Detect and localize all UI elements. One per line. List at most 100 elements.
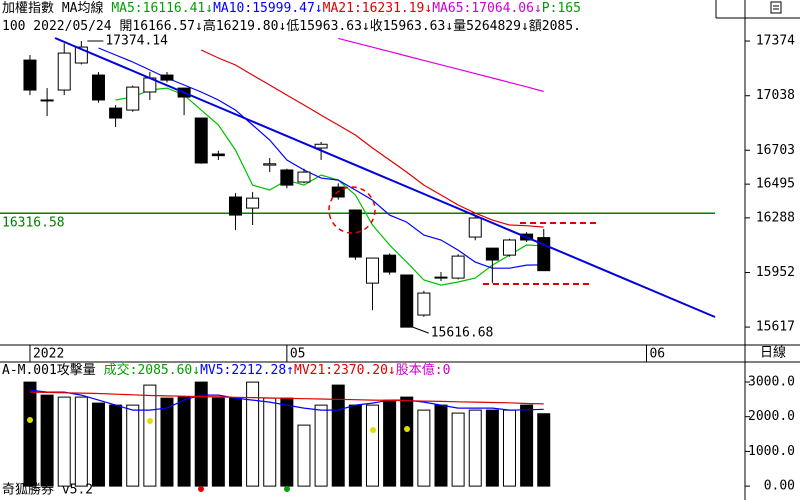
- y-tick-label: 17038: [756, 88, 795, 103]
- volume-bar: [211, 397, 225, 487]
- volume-bar: [502, 409, 516, 487]
- volume-bar: [23, 381, 37, 487]
- indicator: MA10:15999.47↓: [213, 1, 323, 16]
- volume-bar: [485, 409, 499, 487]
- y-tick-label: 3000.0: [748, 375, 795, 390]
- volume-bar: [177, 396, 191, 487]
- reference-label: 16316.58: [2, 216, 65, 231]
- volume-indicator-bar: A-M.001攻擊量 成交:2085.60↓MV5:2212.28↑MV21:2…: [2, 363, 716, 379]
- volume-bar: [383, 399, 397, 487]
- quote-bar: 100 2022/05/24 開16166.57↓高16219.80↓低1596…: [2, 19, 716, 35]
- indicator: P:165: [541, 1, 581, 16]
- candle-body: [246, 197, 260, 209]
- indicator: MA5:16116.41↓: [111, 1, 214, 16]
- candle-body: [383, 254, 397, 273]
- candle-body: [160, 74, 174, 81]
- volume-panel: 3000.0 2000.0 1000.0 0.00: [23, 375, 795, 494]
- volume-bar: [40, 394, 54, 487]
- signal-dot: [284, 486, 290, 492]
- volume-bar: [143, 384, 157, 487]
- candle-body: [485, 247, 499, 261]
- volume-bar: [331, 384, 345, 487]
- candle-body: [194, 117, 208, 164]
- highlight-circle: [328, 186, 376, 234]
- indicator: 股本億:0: [395, 363, 451, 378]
- candle-body: [314, 143, 328, 149]
- y-tick-label: 1000.0: [748, 444, 795, 459]
- indicator-bar: 加權指數 MA均線 MA5:16116.41↓MA10:15999.47↓MA2…: [2, 1, 716, 17]
- volume-bar: [417, 409, 431, 487]
- volume-bar: [365, 404, 379, 487]
- menu-icon[interactable]: [770, 1, 782, 14]
- candle-body: [263, 163, 277, 166]
- mv-line: [29, 389, 544, 411]
- volume-bar: [280, 397, 294, 487]
- indicator: MV5:2212.28↑: [200, 363, 294, 378]
- candle-body: [126, 86, 140, 111]
- volume-bar: [537, 413, 551, 487]
- volume-bar: [451, 412, 465, 487]
- candle-body: [468, 217, 482, 238]
- trend-line: [54, 37, 716, 318]
- candle-body: [280, 169, 294, 186]
- signal-dot: [404, 426, 410, 432]
- period-label[interactable]: 日線: [760, 345, 786, 361]
- volume-bar: [348, 404, 362, 487]
- indicator: 成交:2085.60↓: [103, 363, 201, 378]
- y-tick-label: 0.00: [764, 479, 795, 494]
- volume-bar: [126, 404, 140, 487]
- quote: 100 2022/05/24 開16166.57↓高16219.80↓低1596…: [2, 19, 581, 34]
- signal-dot: [147, 418, 153, 424]
- candle-body: [451, 255, 465, 279]
- signal-dot: [27, 417, 33, 423]
- signal-dot: [198, 486, 204, 492]
- annotation: 17374.14: [105, 34, 168, 49]
- volume-bar: [468, 409, 482, 487]
- y-tick-label: 16495: [756, 177, 795, 192]
- app-name: 奇狐勝券 v5.2: [2, 482, 93, 498]
- candle-body: [57, 52, 71, 91]
- volume-bar: [263, 397, 277, 487]
- volume-bar: [91, 402, 105, 487]
- ma-line: [338, 37, 544, 93]
- candle-body: [40, 99, 54, 102]
- price-panel: 17374 17038 16703 16495 16288 15952 15617 2022 0…: [0, 34, 795, 362]
- volume-bar: [109, 404, 123, 487]
- candle-body: [365, 257, 379, 284]
- signal-dot: [370, 427, 376, 433]
- indicator: MV21:2370.20↓: [294, 363, 396, 378]
- volume-bar: [297, 424, 311, 487]
- volume-bar: [400, 396, 414, 487]
- volume-bar: [246, 381, 260, 487]
- mv-line: [29, 391, 544, 405]
- y-tick-label: 2000.0: [748, 409, 795, 424]
- volume-bar: [434, 404, 448, 487]
- volume-bar: [194, 381, 208, 487]
- y-tick-label: 15952: [756, 265, 795, 280]
- candle-body: [23, 59, 37, 91]
- candle-body: [400, 274, 414, 328]
- y-tick-label: 15617: [756, 320, 795, 335]
- volume-bar: [74, 396, 88, 487]
- annotation-leader: [412, 326, 429, 334]
- candle-body: [91, 74, 105, 101]
- indicator: MA65:17064.06↓: [432, 1, 542, 16]
- x-tick-label: 06: [649, 347, 665, 362]
- candle-body: [228, 196, 242, 216]
- candle-body: [109, 107, 123, 119]
- volume-bar: [520, 404, 534, 487]
- x-tick-label: 2022: [33, 347, 64, 362]
- x-tick-label: 05: [290, 347, 306, 362]
- y-tick-label: 16288: [756, 210, 795, 225]
- indicator: MA21:16231.19↓: [322, 1, 433, 16]
- candle-body: [211, 153, 225, 157]
- volume-bar: [160, 397, 174, 487]
- volume-bar: [228, 397, 242, 487]
- volume-bar: [314, 404, 328, 487]
- ma-line: [115, 87, 544, 286]
- volume-title: A-M.001攻擊量: [2, 363, 96, 378]
- candle-body: [297, 171, 311, 183]
- volume-bar: [57, 396, 71, 487]
- annotation: 15616.68: [431, 326, 494, 341]
